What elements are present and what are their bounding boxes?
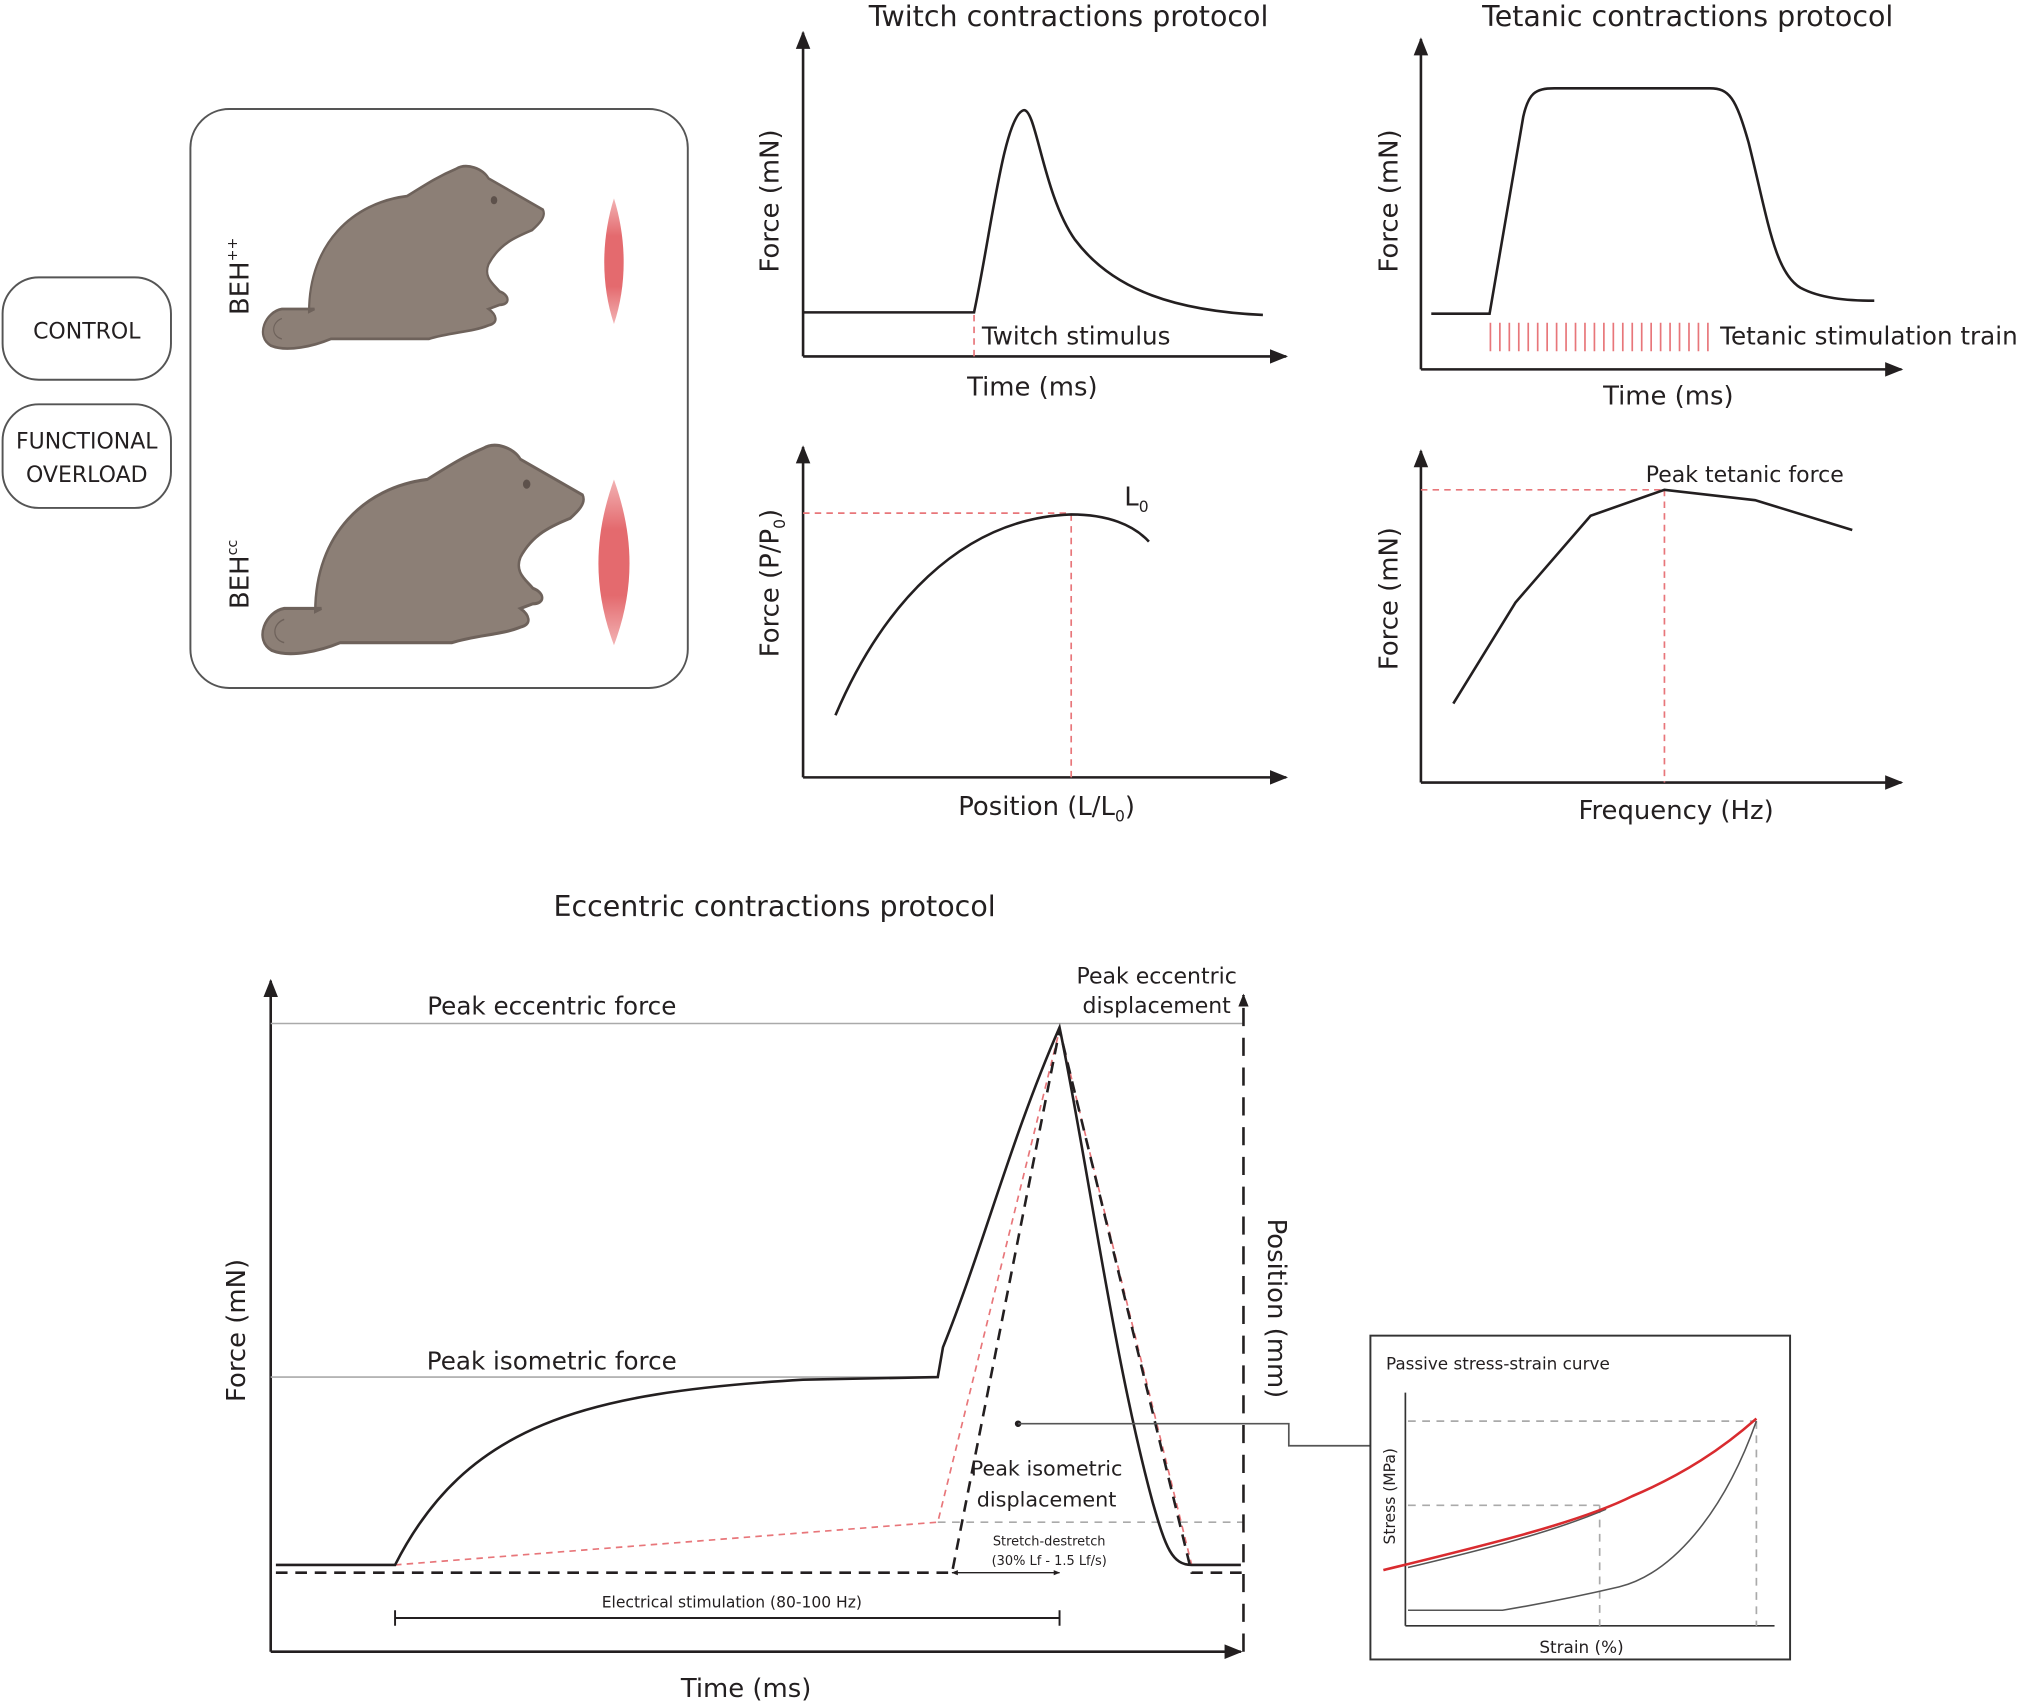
peak-tetanic-force-label: Peak tetanic force <box>1646 463 1844 488</box>
passive-stress-strain-inset: Passive stress-strain curve Stress (MPa)… <box>1369 1334 1792 1661</box>
passive-title: Passive stress-strain curve <box>1386 1353 1610 1373</box>
peak-isometric-displacement-2: displacement <box>977 1488 1117 1512</box>
twitch-stimulus-label: Twitch stimulus <box>981 322 1171 351</box>
mutant-genotype-label: BEHcc <box>225 540 256 609</box>
stimulation-bar <box>394 1610 1061 1626</box>
tetanic-force-curve <box>1431 86 1875 315</box>
twitch-chart: Twitch contractions protocol Twitch stim… <box>755 0 1289 402</box>
control-label: CONTROL <box>33 319 141 344</box>
control-group-button <box>1 276 172 381</box>
tetanic-title: Tetanic contractions protocol <box>1481 0 1893 33</box>
force-length-ylabel: Force (P/P0) <box>755 509 788 657</box>
l0-label: L0 <box>1124 482 1148 515</box>
wild-type-genotype-label: BEH++ <box>225 238 256 315</box>
passive-xlabel: Strain (%) <box>1539 1637 1623 1657</box>
force-frequency-curve <box>1452 488 1853 705</box>
twitch-title: Twitch contractions protocol <box>868 0 1269 33</box>
eccentric-chart: Eccentric contractions protocol Peak ecc… <box>222 890 1371 1704</box>
twitch-xlabel: Time (ms) <box>966 372 1098 402</box>
tetanic-train-label: Tetanic stimulation train <box>1719 322 2018 351</box>
eccentric-title: Eccentric contractions protocol <box>553 890 995 923</box>
hysteresis-loop <box>1407 1420 1758 1612</box>
peak-isometric-force-label: Peak isometric force <box>427 1346 677 1375</box>
tetanic-ylabel: Force (mN) <box>1375 129 1405 272</box>
muscle-icon <box>604 198 624 325</box>
mice-panel <box>189 108 689 689</box>
stretch-label-1: Stretch-destretch <box>993 1534 1106 1549</box>
peak-eccentric-displacement-1: Peak eccentric <box>1077 964 1237 989</box>
hypertrophied-muscle-icon <box>598 479 630 646</box>
eccentric-force-curve <box>275 1023 1241 1567</box>
eccentric-y2label: Position (mm) <box>1261 1219 1291 1399</box>
eccentric-xlabel: Time (ms) <box>680 1674 812 1704</box>
passive-red-curve <box>1383 1417 1758 1572</box>
force-length-curve <box>834 513 1150 716</box>
force-length-xlabel: Position (L/L0) <box>958 792 1135 825</box>
force-length-chart: L0 Force (P/P0) Position (L/L0) <box>755 445 1289 825</box>
peak-eccentric-displacement-2: displacement <box>1083 994 1232 1019</box>
overload-label-1: FUNCTIONAL <box>16 429 158 454</box>
force-frequency-chart: Peak tetanic force Force (mN) Frequency … <box>1375 449 1904 826</box>
tetanic-chart: Tetanic contractions protocol Tetanic st… <box>1375 0 2018 411</box>
stretch-label-2: (30% Lf - 1.5 Lf/s) <box>992 1554 1107 1569</box>
connector-line <box>1018 1422 1371 1447</box>
twitch-ylabel: Force (mN) <box>755 129 785 272</box>
force-frequency-ylabel: Force (mN) <box>1375 527 1405 670</box>
tetanic-xlabel: Time (ms) <box>1602 381 1734 411</box>
eccentric-ylabel: Force (mN) <box>222 1259 252 1402</box>
twitch-force-curve <box>803 109 1263 317</box>
overload-label-2: OVERLOAD <box>26 463 148 488</box>
peak-eccentric-force-label: Peak eccentric force <box>427 991 676 1020</box>
peak-isometric-displacement-1: Peak isometric <box>971 1457 1123 1481</box>
functional-overload-group <box>1 403 172 509</box>
force-frequency-xlabel: Frequency (Hz) <box>1578 796 1773 826</box>
passive-ylabel: Stress (MPa) <box>1381 1448 1399 1544</box>
stimulation-label: Electrical stimulation (80-100 Hz) <box>602 1594 862 1612</box>
